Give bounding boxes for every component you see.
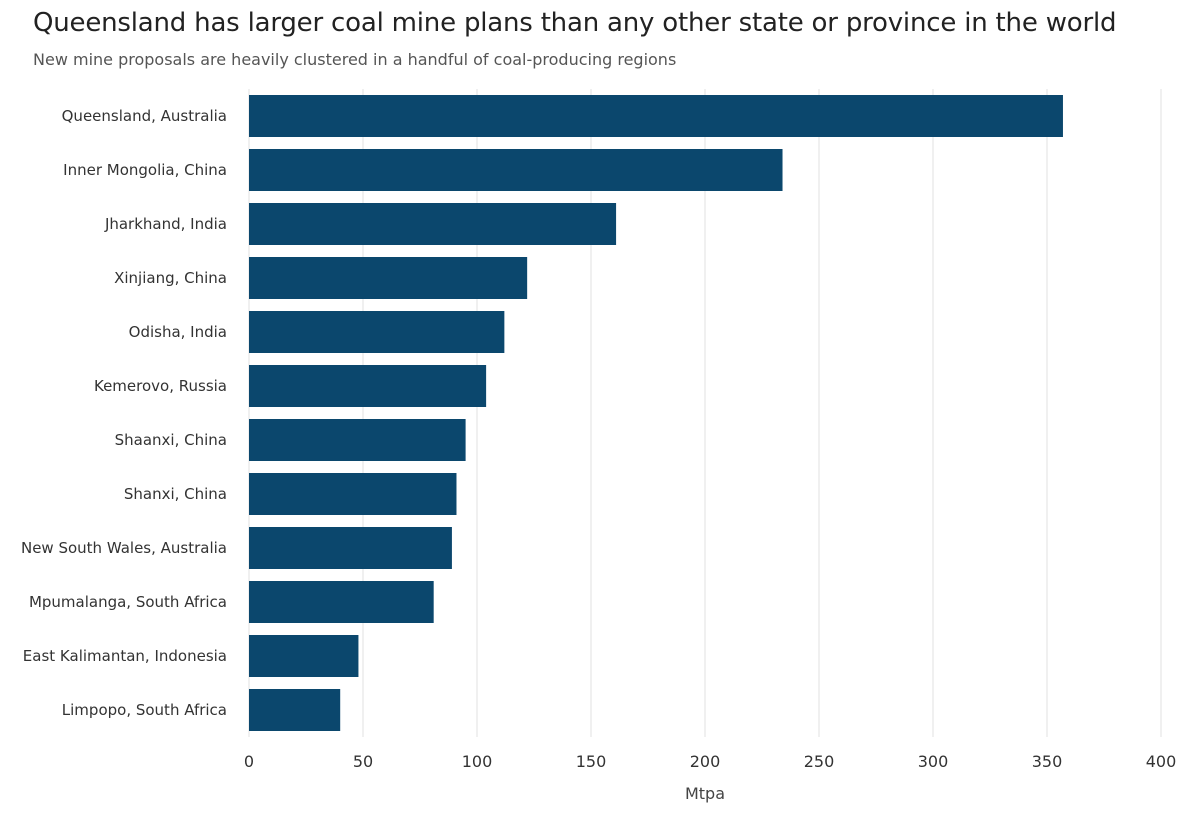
category-label: Shanxi, China	[124, 485, 227, 503]
category-label: Shaanxi, China	[115, 431, 227, 449]
category-label: Limpopo, South Africa	[62, 701, 227, 719]
bars	[249, 95, 1063, 731]
x-tick-label: 150	[576, 752, 607, 771]
category-label: New South Wales, Australia	[21, 539, 227, 557]
bar	[249, 95, 1063, 137]
bar	[249, 257, 528, 299]
x-tick-label: 300	[918, 752, 949, 771]
bar	[249, 527, 452, 569]
bar	[249, 149, 783, 191]
x-tick-label: 250	[804, 752, 835, 771]
x-tick-label: 100	[462, 752, 493, 771]
x-tick-label: 200	[690, 752, 721, 771]
category-label: Inner Mongolia, China	[63, 161, 227, 179]
category-label: Mpumalanga, South Africa	[29, 593, 227, 611]
x-tick-label: 350	[1032, 752, 1063, 771]
x-tick-label: 0	[244, 752, 254, 771]
x-axis-title: Mtpa	[685, 784, 725, 803]
category-label: East Kalimantan, Indonesia	[23, 647, 227, 665]
bar	[249, 473, 457, 515]
category-label: Jharkhand, India	[104, 215, 227, 233]
chart-subtitle: New mine proposals are heavily clustered…	[33, 50, 677, 69]
gridlines	[248, 89, 1162, 737]
x-tick-label: 50	[353, 752, 373, 771]
bar	[249, 365, 487, 407]
x-tick-label: 400	[1146, 752, 1177, 771]
bar	[249, 635, 359, 677]
chart-title: Queensland has larger coal mine plans th…	[33, 8, 1117, 38]
bar	[249, 311, 505, 353]
x-tick-labels: 0 50 100 150 200 250 300 350 400	[244, 752, 1176, 771]
category-label: Kemerovo, Russia	[94, 377, 227, 395]
category-label: Queensland, Australia	[62, 107, 227, 125]
bar	[249, 581, 434, 623]
bar	[249, 689, 341, 731]
category-labels: Queensland, Australia Inner Mongolia, Chi…	[21, 107, 227, 719]
category-label: Odisha, India	[129, 323, 227, 341]
bar	[249, 419, 466, 461]
bar	[249, 203, 617, 245]
category-label: Xinjiang, China	[114, 269, 227, 287]
